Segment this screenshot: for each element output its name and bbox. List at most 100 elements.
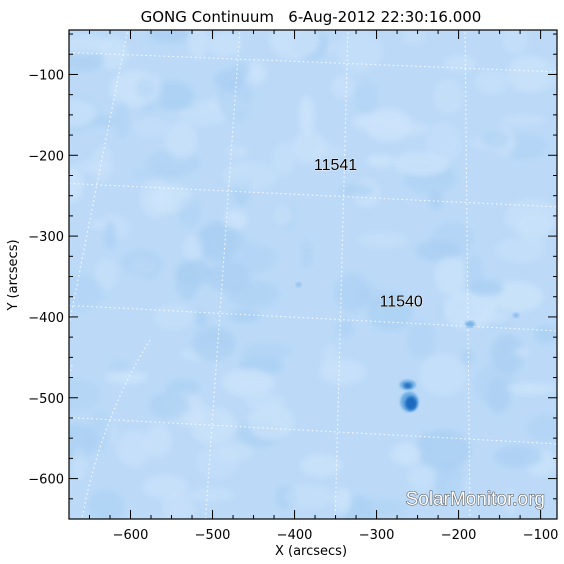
- granulation-patch: [514, 347, 530, 358]
- granulation-patch: [434, 464, 465, 501]
- sunspot: [512, 312, 519, 318]
- granulation-patch: [351, 113, 407, 131]
- map-title: GONG Continuum 6-Aug-2012 22:30:16.000: [141, 8, 482, 26]
- granulation-patch: [110, 359, 131, 373]
- granulation-patch: [354, 81, 378, 114]
- active-region-labels: 11541 11540: [313, 156, 423, 310]
- granulation-patch: [188, 30, 208, 59]
- granulation-patch: [402, 30, 426, 44]
- x-axis-label: X (arcsecs): [275, 544, 347, 559]
- granulation-patch: [223, 209, 247, 230]
- granulation-patch: [222, 369, 275, 397]
- active-region-label: 11541: [314, 157, 357, 174]
- granulation-patch: [300, 454, 342, 477]
- grid-line: [334, 30, 349, 519]
- granulation-patch: [145, 424, 171, 457]
- granulation-patch: [165, 121, 197, 160]
- granulation-patch: [526, 414, 557, 442]
- granulation-patch: [417, 432, 432, 460]
- granulation-patch: [69, 379, 101, 411]
- x-tick-label: −500: [195, 528, 231, 543]
- granulation-patch: [195, 310, 208, 328]
- granulation-patch: [495, 237, 546, 263]
- granulation-patch: [336, 319, 354, 338]
- granulation-patch: [502, 30, 528, 55]
- granulation-patch: [105, 371, 148, 384]
- granulation-patch: [231, 166, 249, 181]
- sunspot: [403, 382, 412, 389]
- granulation-patch: [407, 464, 436, 492]
- granulation-patch: [69, 98, 98, 128]
- granulation-patch: [499, 114, 546, 126]
- y-tick-label: −500: [28, 392, 64, 407]
- granulation-patch: [87, 490, 125, 519]
- granulation-patch: [336, 30, 383, 72]
- granulation-patch: [117, 431, 152, 467]
- granulation-patch: [339, 184, 374, 197]
- y-tick-label: −100: [28, 68, 64, 83]
- granulation-patch: [183, 234, 203, 261]
- granulation-patch: [177, 196, 201, 227]
- granulation-patch: [494, 445, 543, 468]
- y-axis-label: Y (arcsecs): [6, 239, 21, 311]
- granulation-patch: [69, 274, 104, 312]
- granulation-patch: [161, 491, 195, 519]
- granulation-patch: [461, 348, 474, 366]
- granulation-patch: [272, 142, 295, 177]
- granulation-patch: [391, 443, 422, 466]
- granulation-patch: [69, 35, 111, 54]
- granulation-patch: [334, 273, 371, 312]
- granulation-patch: [240, 343, 292, 360]
- granulation-patch: [283, 484, 335, 509]
- plot-area: [68, 29, 558, 520]
- granulation-patch: [153, 303, 195, 330]
- sunspot: [295, 282, 302, 288]
- granulation-patch: [431, 222, 475, 257]
- granulation-patch: [334, 487, 351, 514]
- sunspot: [405, 396, 418, 411]
- granulation-patch: [486, 377, 511, 414]
- granulation-patch: [269, 30, 320, 60]
- x-tick-label: −600: [113, 528, 149, 543]
- granulation-patch: [517, 212, 552, 243]
- grid-line: [204, 30, 241, 519]
- sunspot-group: [295, 282, 519, 412]
- granulation-patch: [469, 279, 504, 297]
- granulation-patch: [192, 326, 236, 362]
- y-tick-label: −300: [28, 230, 64, 245]
- grid-line: [69, 30, 129, 328]
- granulation-patch: [115, 100, 130, 139]
- granulation-patch: [222, 161, 277, 191]
- plot-frame: [68, 29, 558, 520]
- granulation-patch: [228, 310, 261, 323]
- granulation-patch: [148, 30, 191, 43]
- granulation-patch: [300, 239, 313, 270]
- granulation-patch: [208, 32, 243, 57]
- granulation-texture: [69, 30, 557, 519]
- granulation-patch: [188, 488, 235, 502]
- granulation-patch: [535, 325, 557, 344]
- granulation-patch: [429, 191, 443, 210]
- x-tick-label: −400: [277, 528, 313, 543]
- x-tick-label: −300: [359, 528, 395, 543]
- sunspot: [465, 320, 476, 328]
- granulation-patch: [121, 249, 163, 277]
- granulation-patch: [133, 117, 169, 138]
- granulation-patch: [319, 359, 366, 385]
- granulation-patch: [160, 99, 195, 111]
- granulation-patch: [216, 441, 254, 462]
- granulation-patch: [175, 261, 200, 300]
- x-tick-label: −100: [523, 528, 559, 543]
- solarmonitor-watermark: SolarMonitor.org: [406, 489, 545, 510]
- y-tick-label: −400: [28, 311, 64, 326]
- granulation-patch: [248, 404, 294, 440]
- heliographic-grid: [69, 30, 557, 519]
- y-tick-label: −600: [28, 473, 64, 488]
- granulation-patch: [103, 220, 117, 249]
- granulation-patch: [418, 354, 468, 396]
- grid-line: [464, 30, 471, 519]
- active-region-label: 11540: [380, 293, 423, 310]
- granulation-patch: [481, 131, 510, 148]
